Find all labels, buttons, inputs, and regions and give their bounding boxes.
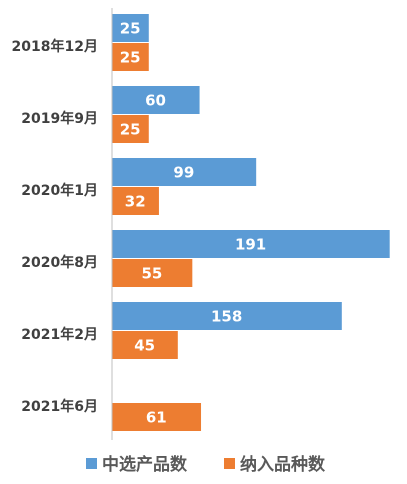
bar-included-varieties bbox=[112, 259, 193, 287]
data-label: 25 bbox=[120, 49, 141, 67]
category-label: 2020年1月 bbox=[21, 182, 98, 199]
category-labels-group: 2018年12月 2019年9月 2020年1月 2020年8月 2021年2月 2021… bbox=[12, 38, 98, 415]
bar-selected-products bbox=[112, 86, 200, 114]
bar-selected-products bbox=[112, 230, 390, 258]
bar-included-varieties bbox=[112, 115, 149, 143]
category-label: 2021年6月 bbox=[21, 398, 98, 415]
data-label: 55 bbox=[141, 265, 162, 283]
bar-selected-products bbox=[112, 302, 342, 330]
legend-swatch bbox=[224, 458, 235, 469]
legend-swatch bbox=[86, 458, 97, 469]
legend: 中选产品数 纳入品种数 bbox=[86, 454, 326, 475]
legend-label: 纳入品种数 bbox=[240, 454, 326, 475]
data-label: 25 bbox=[120, 20, 141, 38]
bar-included-varieties bbox=[112, 331, 178, 359]
bar-included-varieties bbox=[112, 43, 149, 71]
category-label: 2021年2月 bbox=[21, 326, 98, 343]
data-label: 61 bbox=[146, 409, 167, 427]
bar-selected-products bbox=[112, 14, 149, 42]
data-label: 191 bbox=[235, 236, 266, 254]
legend-label: 中选产品数 bbox=[102, 454, 188, 475]
bar-included-varieties bbox=[112, 403, 202, 431]
category-label: 2018年12月 bbox=[12, 38, 98, 55]
data-label: 99 bbox=[173, 164, 194, 182]
category-label: 2019年9月 bbox=[21, 110, 98, 127]
data-label: 45 bbox=[134, 337, 155, 355]
data-label: 60 bbox=[145, 92, 166, 110]
bar-included-varieties bbox=[112, 187, 159, 215]
data-label: 32 bbox=[125, 193, 146, 211]
bar-selected-products bbox=[112, 158, 257, 186]
category-label: 2020年8月 bbox=[21, 254, 98, 271]
data-label: 158 bbox=[211, 308, 242, 326]
data-label: 25 bbox=[120, 121, 141, 139]
